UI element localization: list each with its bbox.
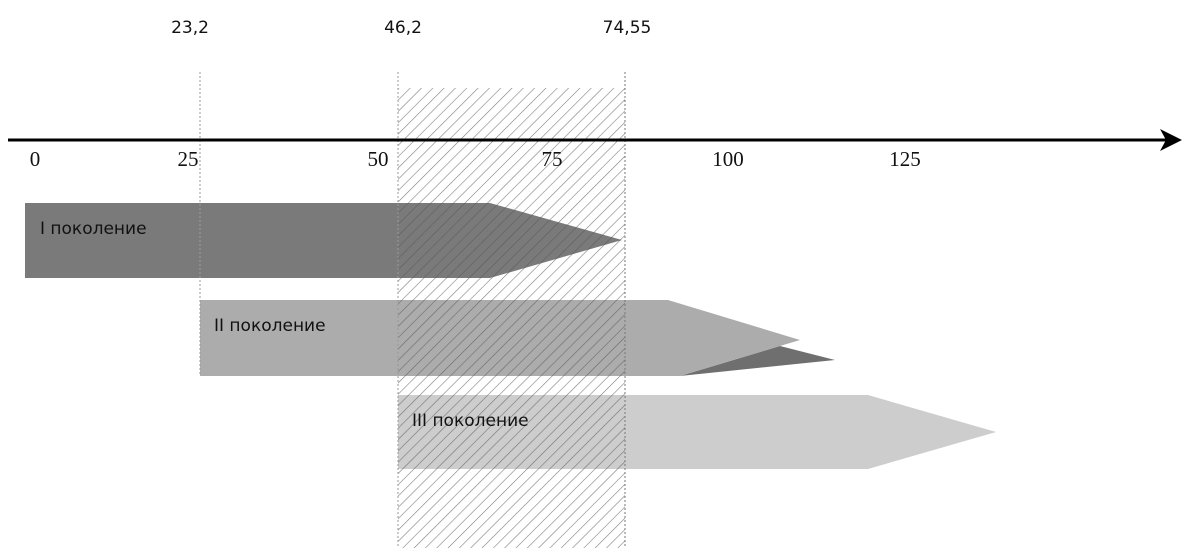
top-label: 23,2 [171,18,209,38]
generation-label: III поколение [412,411,529,431]
axis-tick-label: 125 [889,147,921,171]
generation-label: I поколение [40,219,147,239]
axis-tick-label: 75 [542,147,563,171]
top-label: 74,55 [603,18,652,38]
generation-label: II поколение [214,316,326,336]
axis-tick-label: 0 [30,147,41,171]
generation-2-sliver [680,346,835,376]
hatched-interval [398,88,625,548]
axis-arrowhead [1160,129,1182,151]
axis-tick-label: 25 [178,147,199,171]
axis-tick-label: 100 [712,147,744,171]
top-label: 46,2 [384,18,422,38]
axis-tick-label: 50 [368,147,389,171]
